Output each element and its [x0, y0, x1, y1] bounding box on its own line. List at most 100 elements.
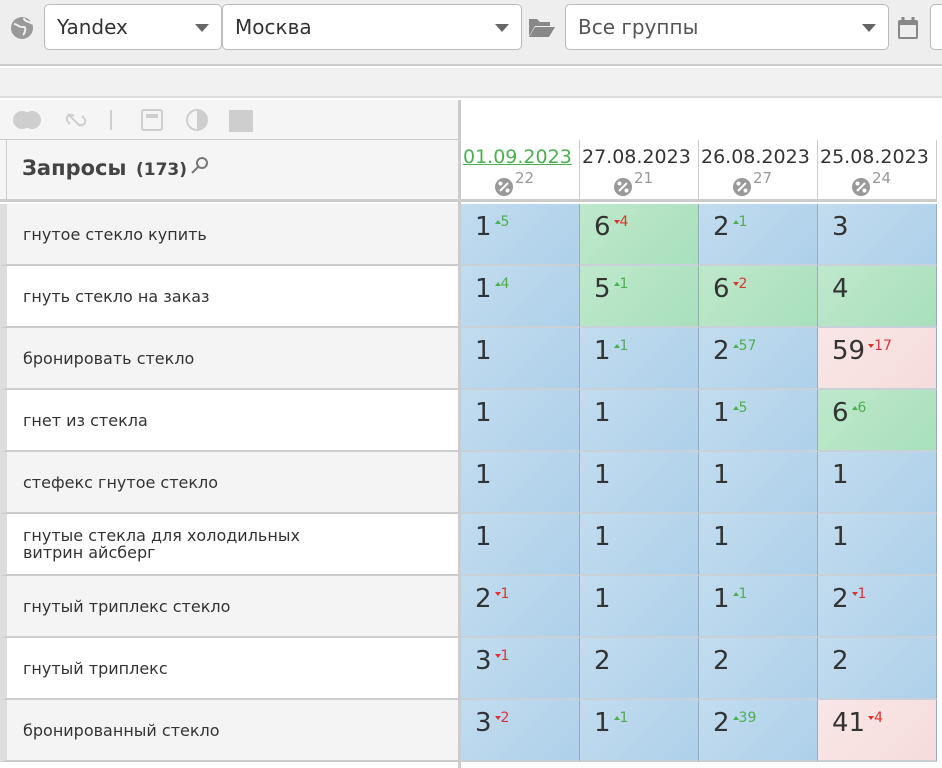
delta-value: 1	[857, 586, 867, 602]
position-cell: 1	[580, 390, 699, 452]
position: 1	[713, 460, 730, 490]
delta-value: 57	[738, 338, 757, 354]
position-value: 1	[475, 460, 492, 490]
position-value: 2	[832, 646, 849, 676]
position: 3	[832, 212, 849, 242]
position-value: 2	[475, 584, 492, 614]
position-value: 2	[832, 584, 849, 614]
trend-arrow	[613, 713, 620, 720]
position: 1	[594, 460, 611, 490]
query-text[interactable]: гнутые стекла для холодильных витрин айс…	[23, 526, 300, 562]
trend-arrow	[732, 589, 739, 596]
position-value: 1	[594, 708, 611, 738]
position-value: 1	[594, 336, 611, 366]
position-value: 2	[713, 212, 730, 242]
position-delta: 4	[613, 214, 629, 230]
position: 2	[832, 646, 849, 676]
query-text[interactable]: гнутый триплекс	[23, 659, 168, 678]
position-cell: 1	[818, 452, 937, 514]
position-delta: 1	[613, 338, 629, 354]
delta-value: 4	[619, 214, 629, 230]
position-value: 1	[832, 522, 849, 552]
query-text[interactable]: гнет из стекла	[23, 411, 148, 430]
position-delta: 2	[732, 276, 748, 292]
percent-value: 22	[515, 169, 535, 187]
position: 1	[594, 522, 611, 552]
engine-select[interactable]: Yandex	[44, 4, 222, 50]
position-cell: 59 17	[818, 328, 937, 390]
query-text[interactable]: стефекс гнутое стекло	[23, 473, 219, 492]
position-value: 2	[713, 336, 730, 366]
header-cell: Запросы (173)	[0, 140, 458, 202]
trend-arrow	[494, 592, 501, 599]
query-cell: гнутое стекло купить	[0, 204, 458, 266]
position-value: 1	[713, 460, 730, 490]
date-label[interactable]: 01.09.2023	[463, 146, 572, 168]
delta-value: 2	[738, 276, 748, 292]
position-value: 1	[475, 212, 492, 242]
position-cell: 2	[580, 638, 699, 700]
globe-icon[interactable]	[9, 15, 35, 41]
position-delta: 57	[732, 338, 757, 354]
date-label[interactable]: 27.08.2023	[582, 146, 691, 168]
query-text[interactable]: бронированный стекло	[23, 721, 220, 740]
delta-value: 39	[738, 710, 757, 726]
query-text[interactable]: гнутый триплекс стекло	[23, 597, 231, 616]
position-delta: 1	[613, 710, 628, 726]
query-text[interactable]: бронировать стекло	[23, 349, 195, 368]
trend-arrow	[613, 279, 620, 286]
position-cell: 2	[699, 638, 818, 700]
position-value: 59	[832, 336, 866, 366]
header-count: (173)	[136, 160, 188, 180]
date-label[interactable]: 25.08.2023	[820, 146, 929, 168]
query-text[interactable]: гнуть стекло на заказ	[23, 287, 210, 306]
position-value: 1	[594, 460, 611, 490]
query-text[interactable]: гнутое стекло купить	[23, 225, 207, 244]
position-cell: 1	[580, 514, 699, 576]
position-cell: 2 39	[699, 700, 818, 762]
position-delta: 1	[494, 586, 509, 602]
position-delta: 5	[494, 214, 509, 230]
search-icon[interactable]	[190, 156, 210, 176]
position-value: 1	[475, 398, 492, 428]
calendar-icon[interactable]	[897, 16, 919, 40]
position-delta: 39	[732, 710, 757, 726]
group-select[interactable]: Все группы	[565, 4, 889, 50]
folder-icon[interactable]	[528, 16, 556, 38]
position-value: 1	[475, 522, 492, 552]
date-input[interactable]	[930, 4, 942, 50]
sub-bar	[0, 68, 942, 98]
position: 1	[594, 398, 611, 428]
percent-icon	[732, 177, 752, 201]
delta-value: 1	[619, 338, 629, 354]
divider	[458, 100, 461, 768]
trend-arrow	[613, 341, 620, 348]
percent-value: 21	[634, 169, 654, 187]
delta-value: 2	[500, 710, 510, 726]
position-value: 1	[594, 522, 611, 552]
header-title[interactable]: Запросы	[22, 156, 127, 180]
position-delta: 1	[494, 648, 509, 664]
position: 1	[475, 336, 492, 366]
position-delta: 1	[613, 276, 629, 292]
delta-value: 1	[619, 276, 629, 292]
region-select[interactable]: Москва	[222, 4, 522, 50]
position-value: 1	[594, 398, 611, 428]
date-label[interactable]: 26.08.2023	[701, 146, 810, 168]
trend-arrow	[868, 344, 875, 351]
position-value: 41	[832, 708, 866, 738]
position: 1	[832, 460, 849, 490]
